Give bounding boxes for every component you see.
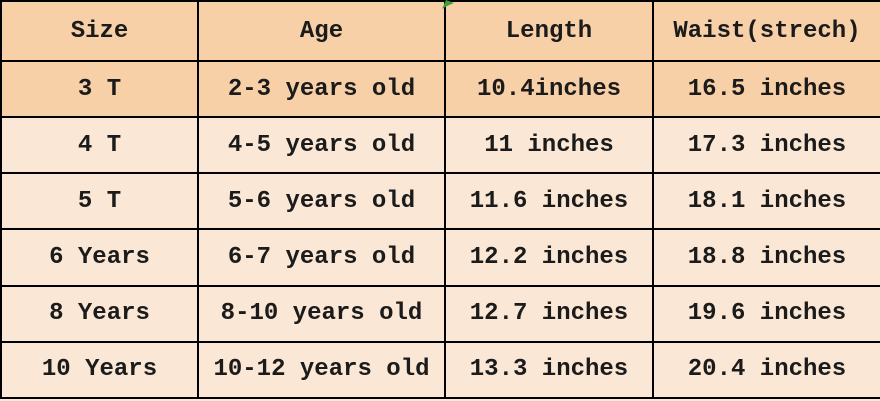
column-header: Age [197,0,446,62]
table-body: 3 T 2-3 years old 10.4inches 16.5 inches 4 T… [0,59,880,400]
table-cell: 6 Years [0,228,199,287]
table-cell: 16.5 inches [652,59,880,119]
column-header: Waist(strech) [652,0,880,62]
table-row: 8 Years 8-10 years old 12.7 inches 19.6 inc… [0,284,880,343]
table-cell: 4 T [0,116,199,175]
table-cell: 19.6 inches [652,284,880,343]
table-cell: 18.8 inches [652,228,880,287]
table-row: 5 T 5-6 years old 11.6 inches 18.1 inches [0,172,880,231]
table-cell: 8-10 years old [197,284,446,343]
table-cell: 6-7 years old [197,228,446,287]
table-cell: 3 T [0,59,199,119]
table-cell: 10 Years [0,340,199,400]
table-cell: 8 Years [0,284,199,343]
table-cell: 10-12 years old [197,340,446,400]
table-row: 3 T 2-3 years old 10.4inches 16.5 inches [0,59,880,119]
table-cell: 17.3 inches [652,116,880,175]
table-cell: 5 T [0,172,199,231]
table-cell: 2-3 years old [197,59,446,119]
table-cell: 5-6 years old [197,172,446,231]
table-row: 10 Years 10-12 years old 13.3 inches 20.4 i… [0,340,880,400]
table-cell: 11.6 inches [444,172,654,231]
column-header: Length [444,0,654,62]
table-header: Size Age Length Waist(strech) [0,0,880,62]
table-cell: 13.3 inches [444,340,654,400]
table-cell: 20.4 inches [652,340,880,400]
table-cell: 11 inches [444,116,654,175]
table-cell: 4-5 years old [197,116,446,175]
column-header: Size [0,0,199,62]
header-row: Size Age Length Waist(strech) [0,0,880,62]
table-cell: 12.2 inches [444,228,654,287]
table-row: 6 Years 6-7 years old 12.2 inches 18.8 inch… [0,228,880,287]
table-cell: 10.4inches [444,59,654,119]
table-row: 4 T 4-5 years old 11 inches 17.3 inches [0,116,880,175]
table-cell: 12.7 inches [444,284,654,343]
table-cell: 18.1 inches [652,172,880,231]
